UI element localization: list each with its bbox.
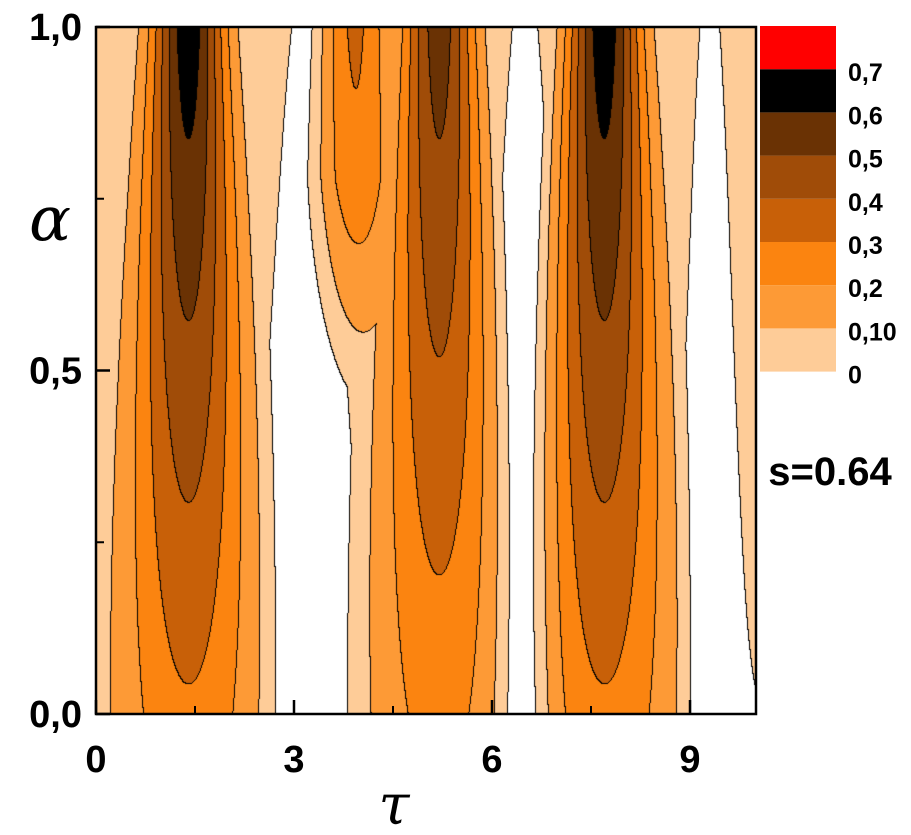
plot-area bbox=[94, 25, 758, 716]
contour-fill bbox=[96, 27, 756, 714]
legend-label-5: 0,5 bbox=[848, 146, 883, 174]
x-axis-label: τ bbox=[379, 773, 411, 835]
legend-label-6: 0,6 bbox=[848, 102, 883, 130]
legend-label-1: 0,10 bbox=[848, 318, 897, 346]
color-legend: 0 0,10 0,2 0,3 0,4 0,5 0,6 0,7 bbox=[760, 26, 897, 390]
y-axis-ticks bbox=[96, 25, 110, 716]
y-tick-label-2: 1,0 bbox=[29, 7, 82, 49]
legend-swatch-7 bbox=[760, 26, 836, 70]
legend-label-3: 0,3 bbox=[848, 232, 883, 260]
y-axis-label: α bbox=[29, 182, 71, 255]
legend-swatch-2 bbox=[760, 242, 836, 286]
x-tick-label-0: 0 bbox=[85, 739, 106, 781]
legend-swatch-6 bbox=[760, 69, 836, 113]
legend-swatch-4 bbox=[760, 155, 836, 199]
contour-layer bbox=[96, 27, 756, 714]
x-tick-label-1: 3 bbox=[283, 739, 304, 781]
parameter-annotation: s=0.64 bbox=[768, 450, 892, 494]
x-axis-tick-labels: 0 3 6 9 bbox=[85, 739, 700, 781]
x-tick-label-3: 9 bbox=[679, 739, 700, 781]
x-axis-ticks bbox=[94, 700, 692, 714]
legend-swatch-1 bbox=[760, 285, 836, 329]
legend-label-2: 0,2 bbox=[848, 275, 883, 303]
legend-label-4: 0,4 bbox=[848, 189, 883, 217]
legend-swatch-0 bbox=[760, 328, 836, 372]
legend-swatch-5 bbox=[760, 112, 836, 156]
y-tick-label-0: 0,0 bbox=[29, 694, 82, 736]
y-tick-label-1: 0,5 bbox=[29, 351, 82, 393]
y-axis-tick-labels: 0,0 0,5 1,0 bbox=[29, 7, 82, 736]
x-tick-label-2: 6 bbox=[481, 739, 502, 781]
legend-label-7: 0,7 bbox=[848, 59, 883, 87]
legend-swatch-3 bbox=[760, 198, 836, 242]
legend-label-0: 0 bbox=[848, 362, 862, 390]
